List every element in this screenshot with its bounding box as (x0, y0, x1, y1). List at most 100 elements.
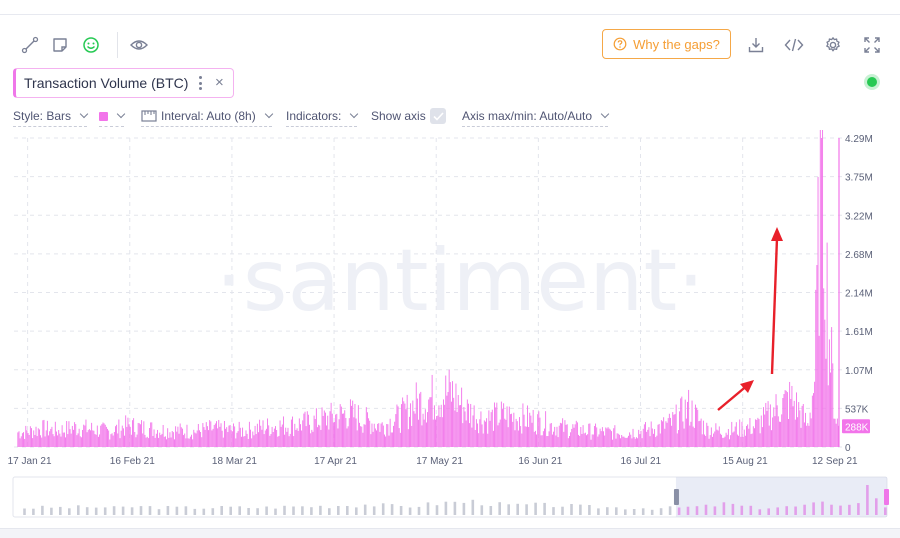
volume-bar (571, 428, 573, 447)
volume-bar (748, 428, 750, 447)
volume-bar (789, 381, 791, 447)
volume-bar (235, 438, 237, 447)
volume-bar (287, 427, 289, 447)
download-icon[interactable] (745, 34, 767, 56)
smiley-icon[interactable] (80, 34, 102, 56)
volume-bar (622, 436, 624, 447)
volume-bar (377, 423, 379, 447)
volume-bar (86, 432, 88, 447)
volume-bar (337, 428, 339, 447)
axis-maxmin-dropdown[interactable]: Axis max/min: Auto/Auto (462, 106, 610, 127)
volume-bar (364, 424, 366, 447)
transaction-volume-chart[interactable]: ·santiment· 4.29M 3.75M 3.22M 2.68M 2.14M 1.6… (0, 130, 900, 470)
metric-chip[interactable]: Transaction Volume (BTC) × (13, 68, 234, 98)
volume-bar (381, 422, 383, 447)
volume-bar (810, 418, 812, 447)
navigator-bar (480, 505, 484, 515)
volume-bar (655, 437, 657, 447)
navigator-bar (337, 506, 340, 515)
volume-bar (641, 438, 643, 447)
volume-bar (404, 403, 406, 447)
style-dropdown[interactable]: Style: Bars (13, 106, 89, 127)
gear-icon[interactable] (822, 34, 844, 56)
navigator-bar (615, 507, 618, 515)
navigator-selection[interactable] (675, 477, 887, 517)
volume-bar (340, 406, 342, 447)
navigator-handle-right[interactable] (884, 489, 889, 505)
show-axis-checkbox[interactable] (430, 108, 446, 124)
volume-bar (743, 429, 745, 447)
volume-bar (751, 433, 753, 447)
fullscreen-icon[interactable] (861, 34, 883, 56)
volume-bar (467, 403, 469, 447)
navigator-bar (668, 506, 672, 515)
close-icon[interactable]: × (215, 74, 224, 91)
volume-bar (580, 426, 582, 447)
volume-bar (411, 425, 413, 447)
volume-bar (626, 437, 628, 447)
volume-bar (99, 434, 101, 447)
color-dropdown[interactable] (99, 106, 126, 127)
embed-code-icon[interactable] (783, 34, 805, 56)
volume-bar (125, 415, 127, 447)
volume-bar (782, 398, 784, 447)
volume-bar (683, 428, 685, 447)
why-gaps-button[interactable]: Why the gaps? (602, 29, 731, 59)
volume-bar (424, 409, 426, 447)
volume-bar (97, 436, 99, 447)
more-vertical-icon[interactable] (194, 75, 206, 91)
volume-bar (82, 429, 84, 447)
chevron-down-icon (350, 109, 359, 119)
volume-bar (110, 434, 112, 447)
volume-bar (247, 438, 249, 447)
volume-bar (800, 427, 802, 447)
volume-bar (135, 437, 137, 447)
volume-bar (284, 434, 286, 447)
volume-bar (191, 434, 192, 447)
navigator-bar (444, 501, 448, 515)
volume-bar (234, 426, 236, 447)
volume-bar (219, 426, 221, 447)
volume-bar (101, 424, 103, 447)
volume-bar (827, 385, 829, 447)
volume-bar (172, 432, 174, 447)
volume-bar (189, 436, 191, 447)
volume-bar (292, 416, 293, 447)
draw-line-icon[interactable] (19, 34, 41, 56)
volume-bar (431, 374, 433, 447)
sticky-note-icon[interactable] (49, 34, 71, 56)
volume-bar (750, 434, 752, 447)
volume-bar (586, 435, 587, 447)
volume-bar (601, 427, 603, 447)
volume-bar (371, 423, 373, 447)
volume-bar (116, 424, 118, 447)
volume-bar (242, 427, 244, 447)
navigator-handle-left[interactable] (673, 489, 679, 505)
volume-bar (184, 433, 186, 447)
volume-bar (573, 427, 575, 447)
navigator-bar (489, 506, 493, 515)
volume-bar (51, 426, 53, 447)
volume-bar (443, 399, 444, 447)
navigator-bar (346, 506, 349, 515)
volume-bar (376, 430, 377, 447)
chart-navigator[interactable] (0, 475, 900, 520)
volume-bar (237, 431, 239, 447)
y-tick-label: 0 (845, 443, 851, 454)
x-tick-label: 17 Jan 21 (8, 456, 52, 467)
interval-dropdown[interactable]: Interval: Auto (8h) (141, 106, 273, 127)
navigator-bar (94, 507, 98, 515)
volume-bar (246, 433, 248, 447)
volume-bar (374, 428, 376, 447)
volume-bar (572, 424, 574, 447)
eye-icon[interactable] (128, 34, 150, 56)
volume-bar (303, 413, 305, 447)
volume-bar (656, 435, 658, 447)
volume-bar (105, 426, 107, 447)
indicators-dropdown[interactable]: Indicators: (286, 106, 359, 127)
navigator-bar (247, 508, 250, 515)
volume-bar (193, 429, 195, 447)
y-tick-label: 1.07M (845, 366, 873, 377)
volume-bar (212, 428, 214, 447)
volume-bar (565, 424, 567, 447)
